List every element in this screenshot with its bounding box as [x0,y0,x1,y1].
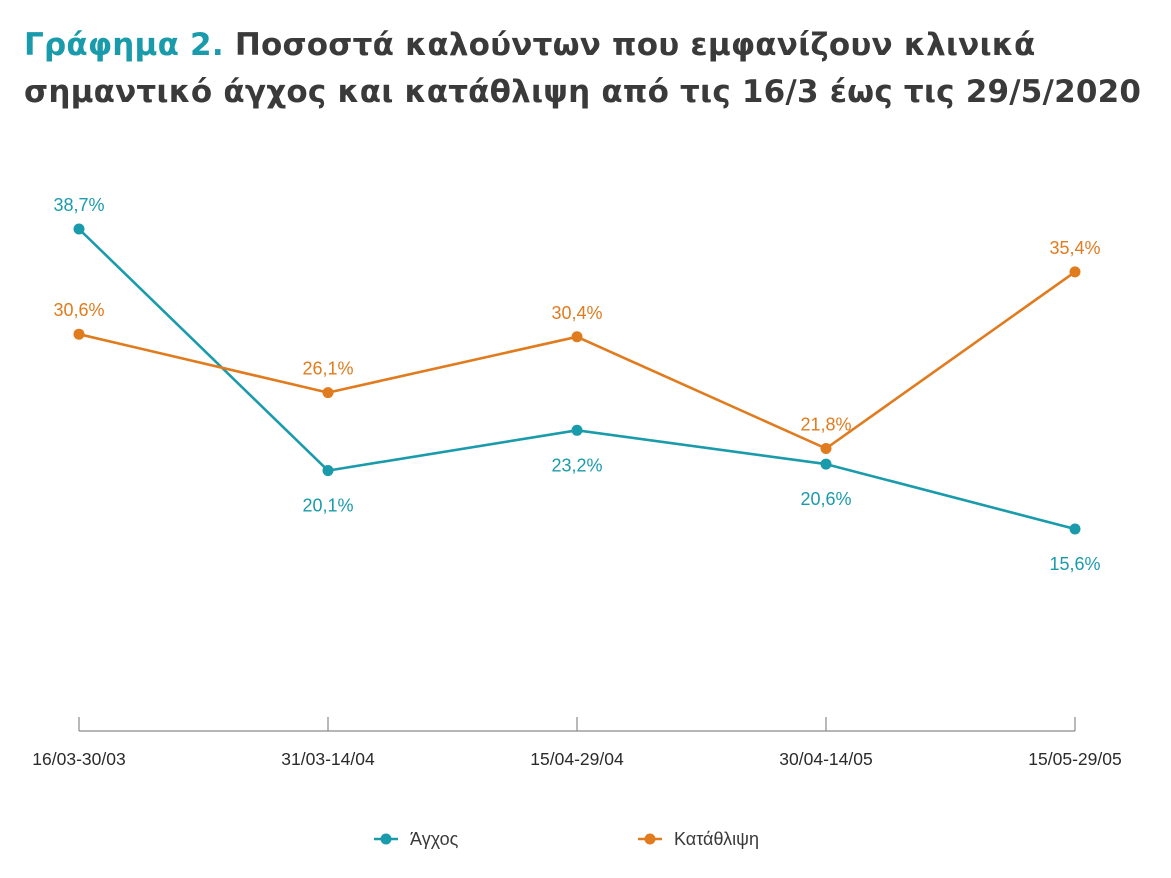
x-tick-label: 16/03-30/03 [32,749,125,769]
data-label: 15,6% [1049,554,1100,574]
data-label: 20,6% [800,489,851,509]
data-label: 23,2% [551,455,602,475]
data-point [571,331,583,343]
data-label: 20,1% [302,496,353,516]
data-label: 35,4% [1049,238,1100,258]
x-tick-label: 15/05-29/05 [1028,749,1121,769]
legend: Άγχος Κατάθλιψη [374,829,759,849]
data-point [1069,523,1081,535]
data-labels: 38,7% 20,1% 23,2% 20,6% 15,6% 30,6% 26,1% 30,4%… [53,195,1100,574]
data-point [73,328,85,340]
legend-swatch-dot [380,833,392,845]
data-label: 21,8% [800,414,851,434]
chart-title-prefix: Γράφημα 2. [24,27,224,63]
data-point [1069,266,1081,278]
chart-title: Γράφημα 2. Ποσοστά καλούντων που εμφανίζ… [24,22,1144,116]
series-lines [78,228,1076,531]
legend-swatch-dot [644,833,656,845]
x-axis: 16/03-30/03 31/03-14/04 15/04-29/04 30/04-1… [32,717,1122,769]
series-points [73,223,1081,535]
data-label: 26,1% [302,359,353,379]
series-line-2 [78,270,1076,450]
data-label: 30,6% [53,300,104,320]
data-label: 30,4% [551,303,602,323]
x-tick-label: 30/04-14/05 [779,749,872,769]
data-point [322,465,334,477]
x-tick-label: 31/03-14/04 [281,749,375,769]
data-point [571,424,583,436]
data-label: 38,7% [53,195,104,215]
data-point [820,458,832,470]
chart-title-line2: σημαντικό άγχος και κατάθλιψη από τις 16… [24,74,1142,110]
data-point [322,387,334,399]
data-point [73,223,85,235]
legend-label: Άγχος [410,829,459,849]
data-point [820,442,832,454]
x-tick-label: 15/04-29/04 [530,749,624,769]
chart-title-line1: Ποσοστά καλούντων που εμφανίζουν κλινικά [234,27,1036,63]
legend-label: Κατάθλιψη [674,829,759,849]
